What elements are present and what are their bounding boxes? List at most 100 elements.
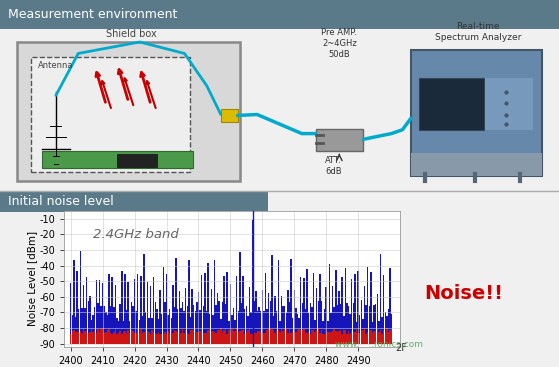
Bar xyxy=(269,328,271,344)
Bar xyxy=(170,318,172,344)
Bar xyxy=(113,307,115,344)
Bar xyxy=(381,334,383,344)
Bar xyxy=(265,333,266,344)
Bar xyxy=(228,330,230,344)
Bar xyxy=(265,273,266,344)
Bar xyxy=(183,334,185,344)
Bar xyxy=(204,273,206,344)
Bar xyxy=(373,331,375,344)
Bar xyxy=(148,318,150,344)
Bar xyxy=(308,313,309,344)
Bar xyxy=(297,314,298,344)
Bar xyxy=(145,312,146,344)
Bar xyxy=(131,330,132,344)
Bar xyxy=(345,330,346,344)
Bar xyxy=(211,332,212,344)
Bar xyxy=(249,328,250,344)
Bar xyxy=(262,290,263,344)
Bar xyxy=(257,331,258,344)
Bar xyxy=(103,306,105,344)
Text: Antenna: Antenna xyxy=(38,61,74,70)
Bar xyxy=(81,334,83,344)
Bar xyxy=(239,331,241,344)
Bar xyxy=(390,330,391,344)
Bar xyxy=(172,333,174,344)
Bar xyxy=(196,332,197,344)
Bar xyxy=(356,328,357,344)
Bar xyxy=(188,334,190,344)
Bar xyxy=(260,331,262,344)
Bar xyxy=(89,333,91,344)
Bar xyxy=(346,334,348,344)
Bar xyxy=(201,328,202,344)
Bar xyxy=(195,329,196,344)
FancyBboxPatch shape xyxy=(221,109,238,122)
Bar xyxy=(300,277,301,344)
Bar xyxy=(97,328,98,344)
Bar xyxy=(239,251,241,344)
Bar xyxy=(77,332,78,344)
Bar xyxy=(146,283,148,344)
Bar xyxy=(312,330,314,344)
Bar xyxy=(372,333,373,344)
Bar xyxy=(271,255,273,344)
Bar xyxy=(301,330,303,344)
Bar xyxy=(100,329,102,344)
Bar xyxy=(325,329,327,344)
Bar xyxy=(134,333,135,344)
Bar xyxy=(182,330,183,344)
Text: Shield box: Shield box xyxy=(106,29,157,39)
Bar xyxy=(377,329,378,344)
Bar xyxy=(89,295,91,344)
Text: Pre AMP.
2~4GHz
50dB: Pre AMP. 2~4GHz 50dB xyxy=(321,28,357,59)
Bar xyxy=(77,271,78,344)
Bar xyxy=(386,328,387,344)
Bar xyxy=(195,311,196,344)
Bar xyxy=(92,333,94,344)
Bar xyxy=(263,310,264,344)
Bar xyxy=(129,321,130,344)
Bar xyxy=(380,330,381,344)
Bar xyxy=(263,333,264,344)
Bar xyxy=(107,315,108,344)
Bar xyxy=(155,333,156,344)
Bar xyxy=(323,321,324,344)
Bar xyxy=(122,333,124,344)
Bar xyxy=(262,333,263,344)
Bar xyxy=(334,307,335,344)
Bar xyxy=(159,334,161,344)
Bar xyxy=(134,279,135,344)
Bar xyxy=(306,269,308,344)
Bar xyxy=(124,331,126,344)
Bar xyxy=(105,332,107,344)
FancyBboxPatch shape xyxy=(411,50,542,175)
Bar xyxy=(312,273,314,344)
Bar xyxy=(316,288,318,344)
Bar xyxy=(113,332,115,344)
Bar xyxy=(118,333,119,344)
Bar xyxy=(348,331,349,344)
Bar xyxy=(110,306,111,344)
Bar xyxy=(310,302,311,344)
Bar xyxy=(300,330,301,344)
Bar xyxy=(292,331,293,344)
Bar xyxy=(214,261,215,344)
Bar xyxy=(191,289,193,344)
Bar xyxy=(161,313,163,344)
Bar xyxy=(260,311,262,344)
Bar xyxy=(137,274,139,344)
Bar xyxy=(198,292,199,344)
Bar xyxy=(72,315,73,344)
Bar xyxy=(212,331,214,344)
Bar xyxy=(188,261,190,344)
Bar xyxy=(167,331,169,344)
Bar xyxy=(241,303,242,344)
Bar xyxy=(290,259,292,344)
Bar xyxy=(282,306,284,344)
Bar xyxy=(267,330,268,344)
Bar xyxy=(231,329,233,344)
Bar xyxy=(151,330,153,344)
Bar xyxy=(70,334,72,344)
Bar xyxy=(166,334,167,344)
Bar xyxy=(243,276,244,344)
